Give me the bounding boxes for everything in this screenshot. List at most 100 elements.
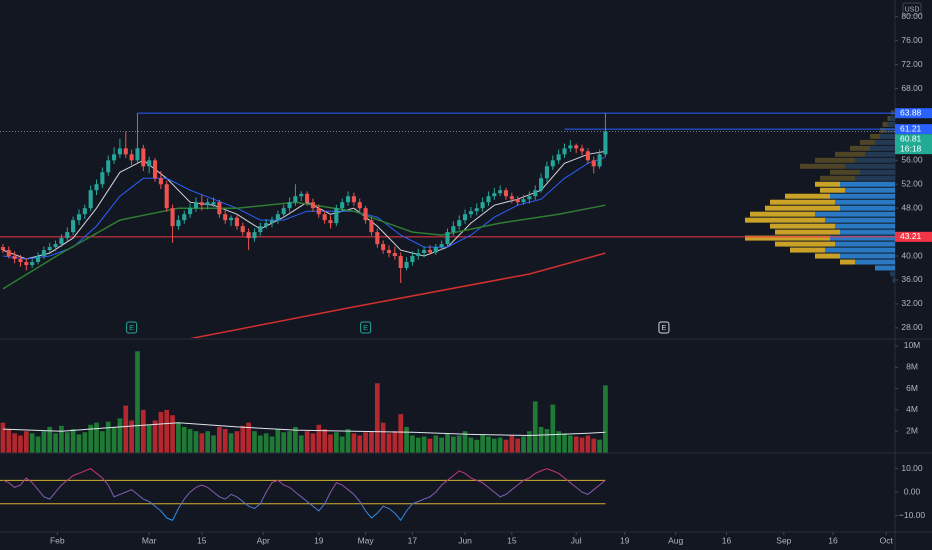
volume-bar bbox=[100, 431, 105, 453]
price-label-box bbox=[895, 134, 932, 155]
profile-up bbox=[885, 127, 895, 133]
profile-down bbox=[870, 133, 880, 139]
candle-body bbox=[427, 250, 432, 253]
volume-bar bbox=[427, 438, 433, 453]
volume-bar bbox=[12, 433, 17, 453]
profile-up bbox=[892, 109, 895, 115]
volume-bar bbox=[82, 432, 88, 453]
volume-bar bbox=[515, 438, 521, 453]
volume-bar bbox=[345, 429, 351, 453]
candle-body bbox=[258, 226, 263, 233]
volume-bar bbox=[222, 429, 228, 453]
volume-bar bbox=[591, 438, 597, 453]
x-tick-label: Oct bbox=[880, 535, 894, 545]
currency-box[interactable] bbox=[902, 2, 922, 16]
y-tick-label: −10.00 bbox=[899, 510, 926, 520]
volume-bar bbox=[468, 437, 474, 453]
volume-bar bbox=[538, 426, 544, 453]
profile-up bbox=[870, 145, 895, 151]
volume-bar bbox=[6, 429, 12, 453]
candle-body bbox=[299, 193, 304, 197]
candle-body bbox=[12, 256, 17, 260]
volume-bar bbox=[556, 431, 561, 453]
candle-body bbox=[41, 250, 46, 257]
volume-bar bbox=[29, 433, 35, 453]
profile-down bbox=[887, 115, 890, 121]
volume-bar bbox=[298, 435, 304, 453]
moving-average bbox=[2, 156, 606, 260]
y-tick-label: 52.00 bbox=[901, 179, 923, 189]
volume-bar bbox=[111, 426, 117, 453]
candle-body bbox=[585, 151, 590, 161]
volume-bar bbox=[176, 422, 181, 453]
candle-body bbox=[486, 196, 491, 203]
profile-down bbox=[775, 241, 835, 247]
price-label-box bbox=[895, 108, 932, 119]
price-label: 43.21 bbox=[900, 231, 922, 241]
volume-bar bbox=[304, 431, 310, 453]
profile-down bbox=[830, 169, 860, 175]
candle-body bbox=[59, 238, 64, 245]
y-tick-label: 0.00 bbox=[904, 486, 921, 496]
candle-body bbox=[264, 223, 269, 227]
volume-bar bbox=[0, 422, 6, 453]
candle-body bbox=[492, 193, 497, 197]
profile-down bbox=[770, 223, 835, 229]
volume-bar bbox=[129, 420, 134, 453]
earnings-label: E bbox=[129, 323, 134, 332]
volume-bar bbox=[252, 431, 257, 453]
candle-body bbox=[363, 208, 368, 221]
candle-body bbox=[53, 244, 58, 248]
candle-body bbox=[591, 160, 596, 167]
volume-bar bbox=[439, 437, 444, 453]
y-tick-label: 32.00 bbox=[901, 298, 923, 308]
profile-up bbox=[875, 265, 895, 271]
x-tick-label: 15 bbox=[197, 535, 207, 545]
volume-bar bbox=[374, 383, 380, 453]
profile-down bbox=[815, 181, 840, 187]
volume-bar bbox=[35, 436, 41, 453]
candle-body bbox=[340, 202, 345, 209]
volume-bar bbox=[23, 431, 29, 453]
candle-body bbox=[223, 214, 228, 221]
volume-bar bbox=[170, 415, 175, 453]
volume-bar bbox=[53, 433, 58, 453]
candle-body bbox=[240, 226, 245, 233]
volume-bar bbox=[568, 435, 573, 453]
profile-down bbox=[765, 205, 840, 211]
candle-body bbox=[463, 214, 468, 221]
volume-bar bbox=[503, 439, 509, 453]
volume-bar bbox=[310, 433, 316, 453]
candle-body bbox=[71, 220, 76, 233]
y-tick-label: 40.00 bbox=[901, 250, 923, 260]
candle-body bbox=[328, 220, 333, 224]
x-tick-label: 19 bbox=[620, 535, 630, 545]
profile-up bbox=[875, 139, 895, 145]
price-label: 61.21 bbox=[900, 123, 922, 133]
oscillator-line bbox=[2, 468, 606, 522]
profile-down bbox=[815, 253, 840, 259]
profile-up bbox=[892, 277, 895, 283]
candle-body bbox=[35, 256, 41, 263]
profile-up bbox=[840, 229, 895, 235]
candle-body bbox=[398, 256, 403, 269]
y-tick-label: 80.00 bbox=[901, 11, 923, 21]
candle-body bbox=[386, 250, 392, 254]
candle-body bbox=[451, 226, 456, 233]
candle-body bbox=[211, 202, 216, 205]
volume-bar bbox=[287, 431, 292, 453]
x-tick-label: Aug bbox=[668, 535, 683, 545]
volume-bar bbox=[433, 435, 439, 453]
candle-body bbox=[480, 202, 485, 209]
profile-up bbox=[855, 175, 895, 181]
candle-body bbox=[188, 208, 193, 215]
candle-body bbox=[357, 202, 362, 209]
profile-down bbox=[880, 127, 885, 133]
profile-down bbox=[745, 217, 825, 223]
x-tick-label: Mar bbox=[142, 535, 157, 545]
candle-body bbox=[346, 196, 351, 203]
candle-body bbox=[433, 247, 438, 253]
earnings-marker bbox=[126, 321, 138, 334]
candle-body bbox=[445, 232, 450, 245]
